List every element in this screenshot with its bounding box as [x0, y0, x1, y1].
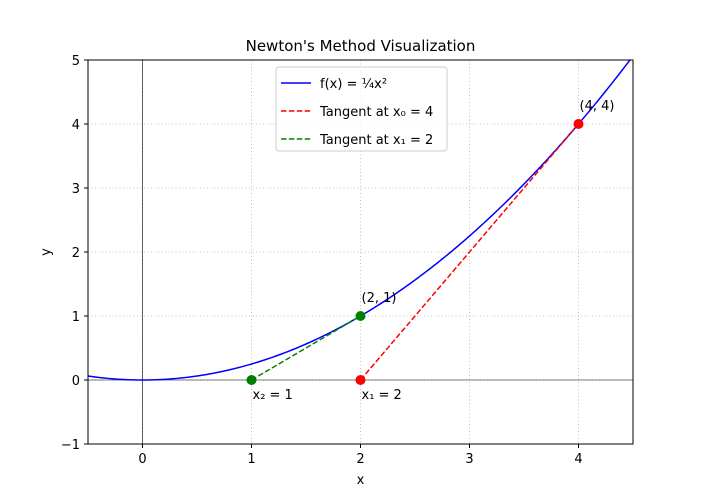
y-tick-label: 3 — [72, 182, 80, 197]
data-point-2 — [355, 311, 366, 321]
annotation-0: (4, 4) — [580, 99, 615, 114]
y-tick-label: 0 — [72, 374, 80, 389]
x-tick-label: 2 — [356, 452, 364, 467]
annotation-3: x₂ = 1 — [253, 388, 293, 403]
chart-title: Newton's Method Visualization — [246, 37, 476, 55]
legend-box — [275, 66, 448, 152]
x-tick-label: 3 — [465, 452, 473, 467]
data-point-3 — [246, 375, 257, 385]
data-point-1 — [355, 375, 366, 385]
annotation-2: x₁ = 2 — [362, 388, 402, 403]
ticks-layer: 0 1 2 3 4 −1 0 1 2 3 4 5 — [61, 54, 583, 467]
x-tick-label: 4 — [574, 452, 582, 467]
legend-label-2: Tangent at x₁ = 2 — [319, 133, 433, 148]
series-line-1 — [359, 123, 580, 381]
y-tick-label: 2 — [72, 246, 80, 261]
y-tick-label: 5 — [72, 54, 80, 69]
annotation-1: (2, 1) — [362, 291, 397, 306]
legend-label-1: Tangent at x₀ = 4 — [319, 105, 433, 120]
x-tick-label: 1 — [247, 452, 255, 467]
series-line-2 — [251, 315, 361, 381]
legend-label-0: f(x) = ¼x² — [320, 77, 387, 92]
annotations-layer: (4, 4) (2, 1) x₁ = 2 x₂ = 1 — [253, 99, 615, 403]
legend: f(x) = ¼x² Tangent at x₀ = 4 Tangent at x₁… — [275, 66, 448, 152]
y-tick-label: −1 — [61, 438, 80, 453]
y-axis-label: y — [39, 248, 54, 256]
y-tick-label: 1 — [72, 310, 80, 325]
y-tick-label: 4 — [72, 118, 80, 133]
data-point-0 — [573, 119, 584, 129]
x-axis-label: x — [357, 473, 365, 488]
x-tick-label: 0 — [138, 452, 146, 467]
points-layer — [246, 119, 584, 385]
